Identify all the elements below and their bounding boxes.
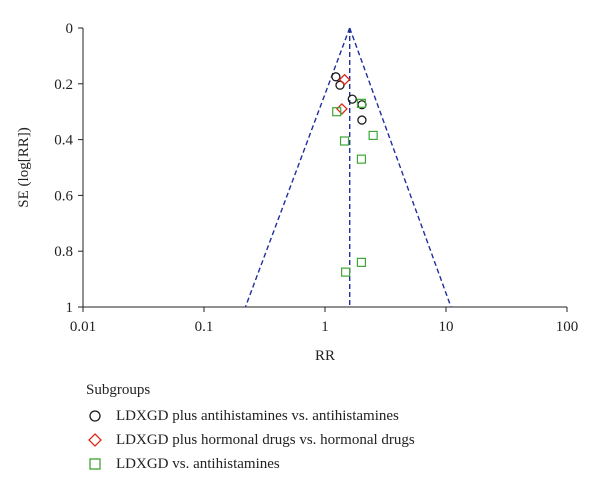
circle-data-point — [347, 94, 357, 104]
square-data-point — [339, 136, 350, 146]
funnel-left-boundary — [244, 27, 351, 308]
square-data-point — [356, 154, 367, 164]
square-data-point — [368, 130, 378, 141]
x-axis-ticks: 0.01 0.1 1 10 100 — [70, 307, 578, 335]
y-tick-label: 0.4 — [54, 133, 73, 149]
axes — [82, 28, 567, 308]
y-axis-ticks: 0 0.2 0.4 0.6 0.8 1 — [54, 21, 83, 316]
square-marker-icon — [89, 458, 101, 470]
circle-data-point — [357, 115, 367, 125]
circle-data-point — [331, 72, 341, 82]
legend-label: LDXGD plus antihistamines vs. antihistam… — [116, 407, 399, 424]
x-axis-title: RR — [315, 348, 335, 364]
y-tick-label: 1 — [66, 300, 74, 316]
square-data-point — [356, 257, 367, 267]
legend-label: LDXGD vs. antihistamines — [116, 455, 280, 472]
square-data-point — [341, 267, 351, 277]
square-data-point — [356, 98, 367, 108]
square-data-point — [332, 107, 342, 117]
diamond-marker-icon — [88, 433, 102, 447]
y-tick-label: 0.2 — [54, 77, 73, 93]
diamond-data-point — [338, 73, 351, 86]
y-tick-label: 0.6 — [54, 188, 73, 204]
funnel-lines — [244, 27, 452, 308]
x-tick-label: 10 — [439, 319, 454, 335]
legend: Subgroups LDXGD plus antihistamines vs. … — [86, 382, 415, 476]
x-tick-label: 0.1 — [195, 319, 214, 335]
diamond-data-point — [336, 102, 348, 115]
data-points — [331, 72, 378, 277]
legend-item-ldxgd-only: LDXGD vs. antihistamines — [86, 452, 415, 476]
x-tick-label: 100 — [556, 319, 579, 335]
circle-marker-icon — [89, 410, 101, 422]
legend-item-hormonal-combo: LDXGD plus hormonal drugs vs. hormonal d… — [86, 428, 415, 452]
funnel-right-boundary — [349, 27, 452, 308]
y-axis-title: SE (log[RR]) — [16, 127, 32, 207]
legend-label: LDXGD plus hormonal drugs vs. hormonal d… — [116, 431, 415, 448]
x-tick-label: 1 — [321, 319, 329, 335]
y-tick-label: 0.8 — [54, 244, 73, 260]
x-tick-label: 0.01 — [70, 319, 96, 335]
legend-title: Subgroups — [86, 382, 151, 398]
funnel-plot: 0.01 0.1 1 10 100 0 0.2 0.4 0.6 0.8 1 RR SE (log[… — [16, 21, 578, 364]
legend-item-antihistamines-combo: LDXGD plus antihistamines vs. antihistam… — [86, 404, 415, 428]
circle-data-point — [335, 80, 345, 90]
y-tick-label: 0 — [66, 21, 74, 37]
